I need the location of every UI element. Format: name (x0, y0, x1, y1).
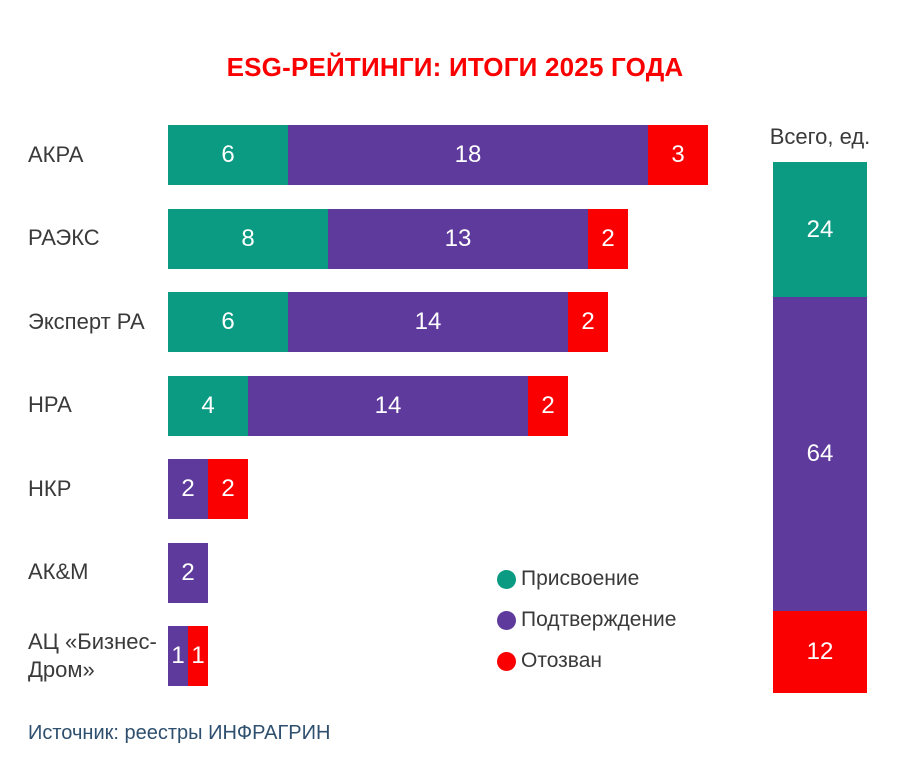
legend-dot-icon (497, 610, 516, 630)
stacked-bar: 6 18 3 (168, 125, 708, 185)
bar-segment: 8 (168, 208, 328, 269)
legend-label: Присвоение (521, 567, 640, 590)
bar-segment: 2 (588, 208, 628, 269)
legend: Присвоение Подтверждение Отозван (497, 566, 676, 674)
chart-row: Эксперт РА 6 14 2 (28, 292, 708, 352)
bar-segment: 2 (568, 292, 608, 352)
category-label: НРА (28, 392, 72, 418)
legend-item: Подтверждение (497, 607, 676, 633)
bar-segment: 6 (168, 125, 288, 185)
bar-segment: 1 (188, 626, 208, 686)
bar-segment: 2 (208, 459, 248, 519)
category-label: НКР (28, 475, 72, 501)
chart-row: НРА 4 14 2 (28, 375, 708, 436)
bar-segment: 3 (648, 125, 708, 185)
bar-segment: 2 (168, 542, 208, 603)
bar-segment: 14 (288, 292, 568, 352)
bar-segment: 18 (288, 125, 648, 185)
legend-label: Отозван (521, 649, 602, 672)
legend-item: Присвоение (497, 566, 676, 592)
stacked-bar: 8 13 2 (168, 208, 628, 269)
chart-row: АЦ «Бизнес-Дром» 1 1 (28, 626, 708, 686)
legend-item: Отозван (497, 648, 676, 674)
stacked-bar: 2 (168, 542, 208, 603)
totals-bar-segment: 12 (773, 611, 867, 693)
legend-dot-icon (497, 569, 516, 589)
legend-label: Подтверждение (521, 608, 677, 631)
totals-bar-segment: 24 (773, 162, 867, 298)
stacked-bar: 4 14 2 (168, 375, 568, 436)
source-note: Источник: реестры ИНФРАГРИН (28, 722, 331, 744)
bar-segment: 2 (528, 375, 568, 436)
bar-segment: 6 (168, 292, 288, 352)
totals-bar-segment: 64 (773, 297, 867, 612)
bar-segment: 13 (328, 208, 588, 269)
bar-segment: 2 (168, 459, 208, 519)
category-label: АК&М (28, 559, 89, 585)
chart-row: РАЭКС 8 13 2 (28, 208, 708, 269)
bar-segment: 1 (168, 626, 188, 686)
category-label: АКРА (28, 141, 84, 167)
totals-column-header: Всего, ед. (769, 124, 871, 149)
legend-dot-icon (497, 651, 516, 671)
chart-row: НКР 2 2 (28, 459, 708, 519)
stacked-bar: 6 14 2 (168, 292, 608, 352)
category-label: Эксперт РА (28, 308, 145, 334)
chart-title: ESG-РЕЙТИНГИ: ИТОГИ 2025 ГОДА (226, 52, 684, 82)
bar-segment: 4 (168, 375, 248, 436)
category-label: АЦ «Бизнес-Дром» (28, 628, 157, 682)
chart-row: АК&М 2 (28, 542, 708, 603)
totals-stacked-bar: 24 64 12 (773, 162, 867, 693)
bar-segment: 14 (248, 375, 528, 436)
category-label: РАЭКС (28, 225, 100, 251)
chart-row: АКРА 6 18 3 (28, 125, 708, 185)
stacked-bar-chart: АКРА 6 18 3 РАЭКС 8 13 2 Эксперт РА 6 14 2 НРА 4 14 2 НК… (28, 125, 708, 686)
